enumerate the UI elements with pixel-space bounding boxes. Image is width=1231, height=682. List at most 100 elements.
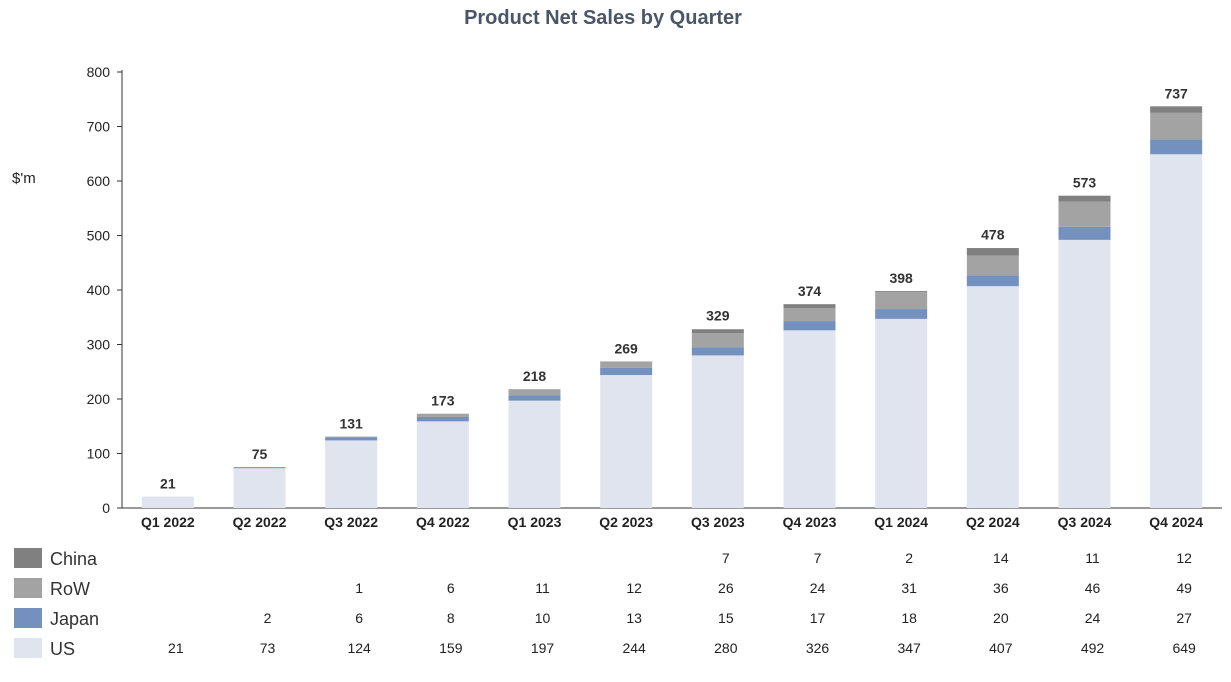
table-value: 6 bbox=[447, 580, 455, 596]
table-value: 17 bbox=[810, 610, 826, 626]
x-tick-label: Q2 2023 bbox=[599, 514, 653, 530]
table-value: 12 bbox=[626, 580, 642, 596]
legend-label: US bbox=[50, 639, 75, 659]
bar-segment-japan bbox=[966, 275, 1019, 287]
table-value: 24 bbox=[1085, 610, 1101, 626]
table-value: 159 bbox=[439, 640, 463, 656]
total-label: 131 bbox=[339, 416, 363, 432]
table-value: 492 bbox=[1081, 640, 1105, 656]
y-tick-label: 700 bbox=[87, 119, 111, 135]
table-value: 12 bbox=[1176, 550, 1192, 566]
table-value: 27 bbox=[1176, 610, 1192, 626]
total-label: 573 bbox=[1073, 175, 1097, 191]
y-tick-label: 400 bbox=[87, 282, 111, 298]
bar-segment-row bbox=[1058, 201, 1111, 227]
total-label: 398 bbox=[889, 270, 913, 286]
total-label: 75 bbox=[252, 446, 268, 462]
axes: 0 100 200 300 400 500 600 700 800 bbox=[87, 64, 1222, 516]
bars bbox=[141, 106, 1203, 509]
x-tick-labels: Q1 2022 Q2 2022 Q3 2022 Q4 2022 Q1 2023 Q2 20… bbox=[141, 514, 1203, 530]
bar-segment-us bbox=[600, 375, 653, 508]
legend-swatch-row bbox=[14, 578, 42, 598]
bar-segment-row bbox=[600, 361, 653, 368]
bar-segment-us bbox=[233, 468, 286, 508]
table-value: 15 bbox=[718, 610, 734, 626]
legend-label: RoW bbox=[50, 579, 90, 599]
bar-segment-row bbox=[875, 292, 928, 310]
legend-label: Japan bbox=[50, 609, 99, 629]
y-tick-label: 100 bbox=[87, 446, 111, 462]
bar-segment-japan bbox=[233, 467, 286, 469]
legend-swatch-japan bbox=[14, 608, 42, 628]
x-tick-label: Q1 2022 bbox=[141, 514, 195, 530]
bar-segment-china bbox=[966, 248, 1019, 256]
bar-segment-us bbox=[141, 496, 194, 508]
x-tick-label: Q4 2022 bbox=[416, 514, 470, 530]
bar-segment-row bbox=[1150, 112, 1203, 140]
total-label: 737 bbox=[1164, 85, 1188, 101]
chart-title: Product Net Sales by Quarter bbox=[464, 7, 742, 29]
bar-segment-row bbox=[966, 255, 1019, 276]
x-tick-label: Q1 2024 bbox=[874, 514, 928, 530]
bar-segment-japan bbox=[325, 437, 378, 441]
table-value: 244 bbox=[622, 640, 646, 656]
x-tick-label: Q2 2022 bbox=[233, 514, 287, 530]
legend-label: China bbox=[50, 549, 98, 569]
bar-segment-us bbox=[875, 318, 928, 508]
bar-segment-china bbox=[875, 291, 928, 293]
total-label: 329 bbox=[706, 308, 730, 324]
total-label: 21 bbox=[160, 476, 176, 492]
table-value: 280 bbox=[714, 640, 738, 656]
x-tick-label: Q1 2023 bbox=[508, 514, 562, 530]
table-value: 7 bbox=[814, 550, 822, 566]
bar-segment-japan bbox=[600, 367, 653, 376]
bar-segment-us bbox=[1058, 239, 1111, 509]
bar-segment-china bbox=[1150, 106, 1203, 113]
legend-swatch-us bbox=[14, 638, 42, 658]
table-value: 1 bbox=[355, 580, 363, 596]
x-tick-label: Q4 2023 bbox=[783, 514, 837, 530]
table-value: 36 bbox=[993, 580, 1009, 596]
bar-segment-us bbox=[691, 355, 744, 508]
table-value: 10 bbox=[535, 610, 551, 626]
y-tick-label: 200 bbox=[87, 391, 111, 407]
data-table: 7 7 2 14 11 121 6 11 12 26 24 31 36 46 492 6 8 10 13 15 17 18… bbox=[168, 550, 1196, 656]
total-labels: 21 75 131 173 218 269 329 374 398 478 573 737 bbox=[160, 85, 1188, 491]
table-value: 46 bbox=[1085, 580, 1101, 596]
table-value: 11 bbox=[1085, 550, 1100, 566]
table-value: 21 bbox=[168, 640, 184, 656]
x-tick-label: Q2 2024 bbox=[966, 514, 1020, 530]
table-value: 8 bbox=[447, 610, 455, 626]
bar-segment-china bbox=[691, 329, 744, 334]
bar-segment-us bbox=[783, 330, 836, 508]
table-value: 73 bbox=[260, 640, 276, 656]
table-value: 2 bbox=[905, 550, 913, 566]
total-label: 269 bbox=[614, 340, 638, 356]
table-value: 49 bbox=[1176, 580, 1192, 596]
bar-segment-us bbox=[416, 421, 469, 508]
table-value: 649 bbox=[1172, 640, 1196, 656]
table-value: 6 bbox=[355, 610, 363, 626]
y-tick-label: 300 bbox=[87, 337, 111, 353]
table-value: 11 bbox=[535, 580, 550, 596]
bar-segment-us bbox=[508, 400, 561, 508]
bar-segment-japan bbox=[875, 309, 928, 319]
table-value: 407 bbox=[989, 640, 1013, 656]
total-label: 218 bbox=[523, 368, 547, 384]
table-value: 13 bbox=[626, 610, 642, 626]
legend: China RoW Japan US bbox=[14, 548, 99, 659]
y-tick-label: 600 bbox=[87, 173, 111, 189]
table-value: 2 bbox=[264, 610, 272, 626]
y-tick-label: 500 bbox=[87, 228, 111, 244]
bar-segment-us bbox=[325, 440, 378, 508]
bar-segment-row bbox=[783, 307, 836, 322]
table-value: 20 bbox=[993, 610, 1009, 626]
bar-segment-us bbox=[966, 286, 1019, 508]
bar-segment-row bbox=[325, 436, 378, 438]
bar-segment-china bbox=[783, 304, 836, 308]
total-label: 173 bbox=[431, 393, 455, 409]
total-label: 478 bbox=[981, 226, 1005, 242]
table-value: 18 bbox=[901, 610, 917, 626]
table-value: 26 bbox=[718, 580, 734, 596]
